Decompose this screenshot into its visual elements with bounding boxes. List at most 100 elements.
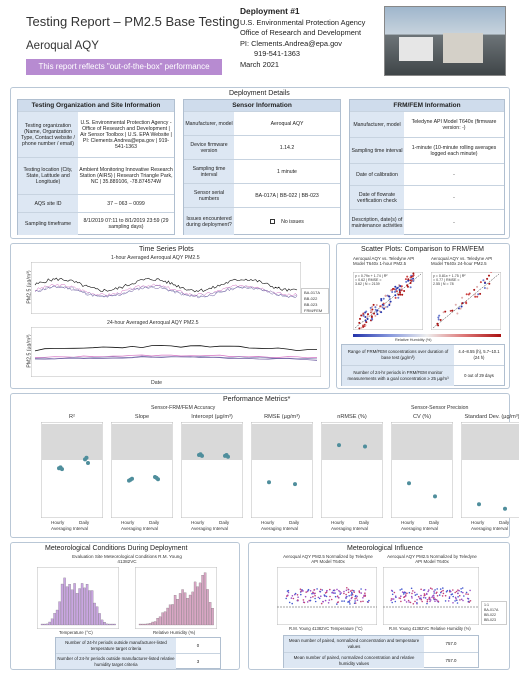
influence-point [399, 589, 401, 591]
influence-point [407, 599, 410, 602]
sensor-row-key: Manufacturer, model [184, 112, 234, 135]
metric-xcat: Daily [219, 520, 230, 525]
influence-point [286, 590, 289, 592]
scatter-point [479, 292, 482, 295]
influence-point [356, 599, 359, 601]
influence-point [332, 589, 335, 592]
influence-point [465, 591, 468, 594]
influence-point [336, 595, 339, 597]
influence-point [345, 596, 347, 599]
scatter-point [406, 275, 409, 278]
hist-bar [60, 583, 64, 626]
influence-point [337, 596, 340, 599]
hist-bar [78, 588, 81, 626]
influence-point [297, 599, 299, 601]
influence-point [336, 601, 339, 604]
hist-bar [151, 621, 154, 626]
influence-point [432, 597, 435, 599]
influence-point [329, 595, 331, 598]
influence-point [452, 602, 454, 604]
sensor-row-key: Sensor serial numbers [184, 184, 234, 207]
scatter-point [460, 305, 463, 308]
influence-point [410, 595, 413, 598]
influence-point [414, 594, 417, 596]
metric-panel-title: R² [69, 414, 75, 420]
hist-bar [93, 602, 96, 626]
metric-xlabel: Averaging Interval [51, 526, 88, 531]
influence-point [346, 587, 348, 589]
influence-point [416, 602, 418, 604]
scatter-point [406, 284, 409, 287]
influence-point [309, 590, 312, 592]
metric-xlabel: Averaging Interval [331, 526, 368, 531]
frm-row-key: Manufacturer, model [350, 112, 404, 137]
scatter-title: Scatter Plots: Comparison to FRM/FEM [361, 246, 484, 253]
scatter-point [442, 311, 445, 314]
scatter-point [384, 306, 387, 309]
scatter-colorbar [353, 334, 501, 337]
timeseries-section: Time Series Plots 1-hour Averaged Aeroqu… [10, 243, 330, 389]
influence-point [294, 592, 297, 595]
influence-point [462, 599, 464, 602]
metric-point [84, 455, 89, 460]
metric-panel-title: Standard Dev. (µg/m³) [464, 414, 519, 420]
influence-point [463, 595, 465, 597]
deployment-title: Deployment #1 [240, 6, 300, 16]
scatter-point [461, 296, 464, 299]
influence-point [348, 601, 351, 603]
metric-xcat: Daily [289, 520, 300, 525]
scatter-point [473, 293, 476, 296]
hist-bar [65, 586, 69, 626]
influence-point [439, 588, 442, 590]
scatter-section: Scatter Plots: Comparison to FRM/FEM Aer… [336, 243, 510, 389]
ts-plot-1hour [31, 262, 301, 314]
influence-point [399, 597, 402, 600]
influence-point [343, 592, 345, 595]
hist-bar [186, 598, 189, 626]
hist-bar [208, 602, 212, 626]
influence-point [429, 598, 431, 601]
metric-point [86, 461, 90, 465]
hist-bar [75, 593, 79, 626]
scatter-point [458, 307, 460, 310]
influence-point [431, 588, 433, 590]
hist-bar [161, 612, 164, 626]
influence-point [454, 591, 456, 594]
hist-bar [85, 584, 89, 626]
influence-point [423, 593, 426, 595]
hist-bar [70, 589, 74, 626]
influence-point [395, 596, 397, 599]
metric-panel: Slope Hourly Daily Averaging Interval [111, 414, 173, 532]
scatter-point [406, 285, 409, 288]
hist-bar [48, 621, 51, 626]
influence-point [362, 597, 364, 599]
scatter-point [400, 289, 403, 292]
hist-bar [176, 598, 179, 626]
scatter-point [479, 281, 482, 284]
influence-point [437, 600, 440, 603]
hist-bar [55, 609, 59, 626]
metric-point [433, 494, 437, 499]
influence-point [334, 595, 337, 598]
influence-legend: 1:1 BA-017A BB-022 BB-023 [481, 601, 507, 625]
influence-point [420, 598, 423, 601]
hist-bar [201, 575, 204, 626]
scatter-point [371, 318, 374, 321]
met-table: Number of 24-hr periods outside manufact… [55, 637, 221, 669]
scatter-point [456, 312, 459, 315]
hist-bar [53, 613, 56, 626]
hist-bar [158, 616, 162, 626]
hist-bar [203, 572, 207, 626]
influence-point [391, 593, 394, 596]
scatter-point [465, 302, 468, 305]
scatter-point [410, 279, 413, 282]
influence-point [457, 596, 459, 598]
influence-point [416, 593, 418, 596]
influence-table-key: Mean number of paired, normalized concen… [284, 653, 424, 668]
ts-legend-item: BA-017A [304, 290, 321, 295]
frm-row-value: 1-minute (10-minute rolling averages log… [411, 144, 497, 157]
influence-point [334, 592, 336, 594]
one-to-one-line [354, 273, 422, 329]
influence-point [452, 595, 454, 598]
influence-point [318, 597, 321, 600]
